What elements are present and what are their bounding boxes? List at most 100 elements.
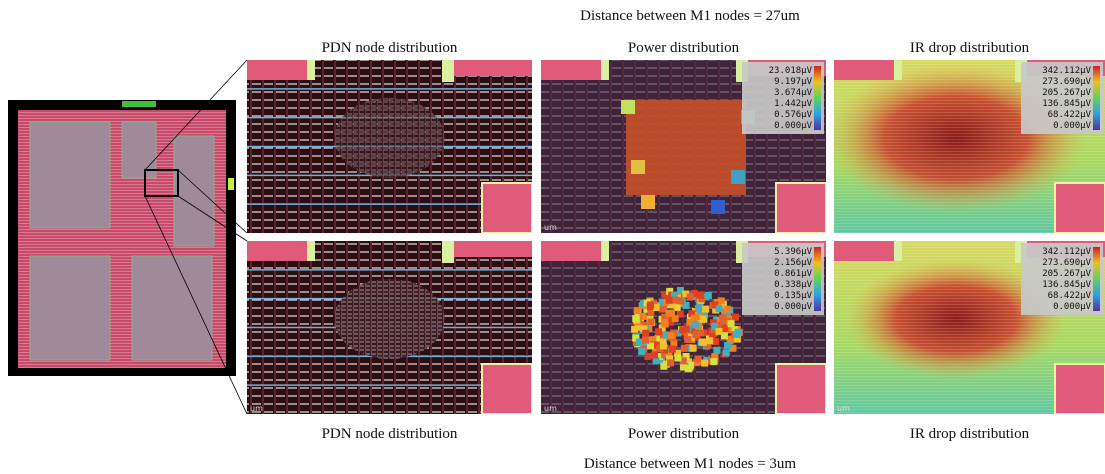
heat-cell (724, 342, 731, 349)
heat-cell (716, 328, 723, 335)
panel (247, 60, 532, 233)
legend-label: 342.112µV (1042, 66, 1091, 76)
heat-cell (701, 360, 708, 367)
heat-cell (702, 306, 709, 313)
legend-colorbar (814, 66, 821, 130)
legend-label: 0.576µV (774, 110, 813, 120)
legend-label: 9.197µV (774, 77, 813, 87)
macro-block (1055, 364, 1105, 414)
legend-label: 0.338µV (774, 280, 813, 290)
heat-cell (710, 358, 717, 365)
legend-label: 273.690µV (1042, 258, 1091, 268)
scale-label: um (544, 404, 557, 413)
heat-cell (735, 329, 742, 336)
heat-cell (731, 170, 745, 184)
panel (247, 241, 532, 414)
heat-cell (679, 326, 686, 333)
legend-label: 0.000µV (1053, 121, 1092, 131)
macro-edge (442, 60, 454, 82)
macro-edge (894, 241, 902, 261)
macro-block (482, 183, 532, 233)
hot-region (626, 100, 746, 195)
heat-cell (684, 336, 691, 343)
heat-cell (728, 320, 735, 327)
heat-cell (621, 100, 635, 114)
heat-cell (724, 306, 731, 313)
scale-label: um (837, 404, 850, 413)
figure: Distance between M1 nodes = 27umPDN node… (0, 0, 1105, 474)
heat-cell (681, 345, 688, 352)
panel-title: PDN node distribution (322, 426, 458, 442)
macro-block (541, 60, 601, 80)
macro-block (442, 60, 532, 76)
heat-cell (713, 347, 720, 354)
chip-overview (8, 60, 247, 414)
macro-block (247, 60, 307, 80)
legend-label: 0.000µV (774, 121, 813, 131)
legend-colorbar (1093, 247, 1100, 311)
heat-cell (672, 315, 679, 322)
macro-block (1055, 183, 1105, 233)
macro-edge (307, 60, 315, 80)
legend-label: 205.267µV (1042, 269, 1091, 279)
legend-label: 0.861µV (774, 269, 813, 279)
heat-cell (648, 319, 655, 326)
heat-cell (716, 305, 723, 312)
legend-label: 342.112µV (1042, 247, 1091, 257)
legend-label: 205.267µV (1042, 88, 1091, 98)
heat-cell (642, 330, 649, 337)
macro-block (482, 364, 532, 414)
macro-block (776, 364, 826, 414)
heat-cell (666, 310, 673, 317)
heat-cell (655, 328, 662, 335)
heat-cell (685, 365, 692, 372)
macro-edge (442, 241, 454, 263)
heat-cell (638, 348, 645, 355)
panel-title: IR drop distribution (910, 426, 1030, 442)
heat-cell (687, 293, 694, 300)
node-cluster (335, 98, 445, 178)
heat-cell (661, 319, 668, 326)
heat-cell (644, 353, 651, 360)
legend-label: 0.135µV (774, 291, 813, 301)
heat-cell (674, 355, 681, 362)
macro-edge (601, 60, 609, 80)
heat-cell (632, 315, 639, 322)
legend-label: 1.442µV (774, 99, 813, 109)
heat-cell (697, 292, 704, 299)
legend-colorbar (1093, 66, 1100, 130)
heat-cell (706, 337, 713, 344)
legend-label: 68.422µV (1048, 110, 1092, 120)
panel-title: Power distribution (628, 40, 740, 56)
macro-block (776, 183, 826, 233)
caption: Distance between M1 nodes = 3um (584, 456, 796, 472)
node-cluster (335, 279, 445, 359)
heat-cell (666, 297, 673, 304)
macro-block (834, 241, 894, 261)
heat-cell (647, 303, 654, 310)
scale-label: um (250, 404, 263, 413)
legend-label: 273.690µV (1042, 77, 1091, 87)
macro-edge (307, 241, 315, 261)
heat-cell (636, 339, 643, 346)
legend-label: 0.000µV (774, 302, 813, 312)
heat-cell (690, 345, 697, 352)
heat-cell (705, 292, 712, 299)
heat-cell (651, 351, 658, 358)
heat-cell (700, 315, 707, 322)
macro-edge (894, 60, 902, 80)
heat-cell (669, 346, 676, 353)
legend-label: 136.845µV (1042, 280, 1091, 290)
macro-block (541, 241, 601, 261)
heat-cell (634, 307, 641, 314)
legend-label: 23.018µV (769, 66, 813, 76)
macro-block (834, 60, 894, 80)
legend-label: 0.000µV (1053, 302, 1092, 312)
heat-cell (694, 356, 701, 363)
panel-title: Power distribution (628, 426, 740, 442)
heat-cell (723, 349, 730, 356)
heat-cell (719, 315, 726, 322)
scale-label: um (544, 223, 557, 232)
legend-colorbar (814, 247, 821, 311)
heat-cell (642, 337, 649, 344)
